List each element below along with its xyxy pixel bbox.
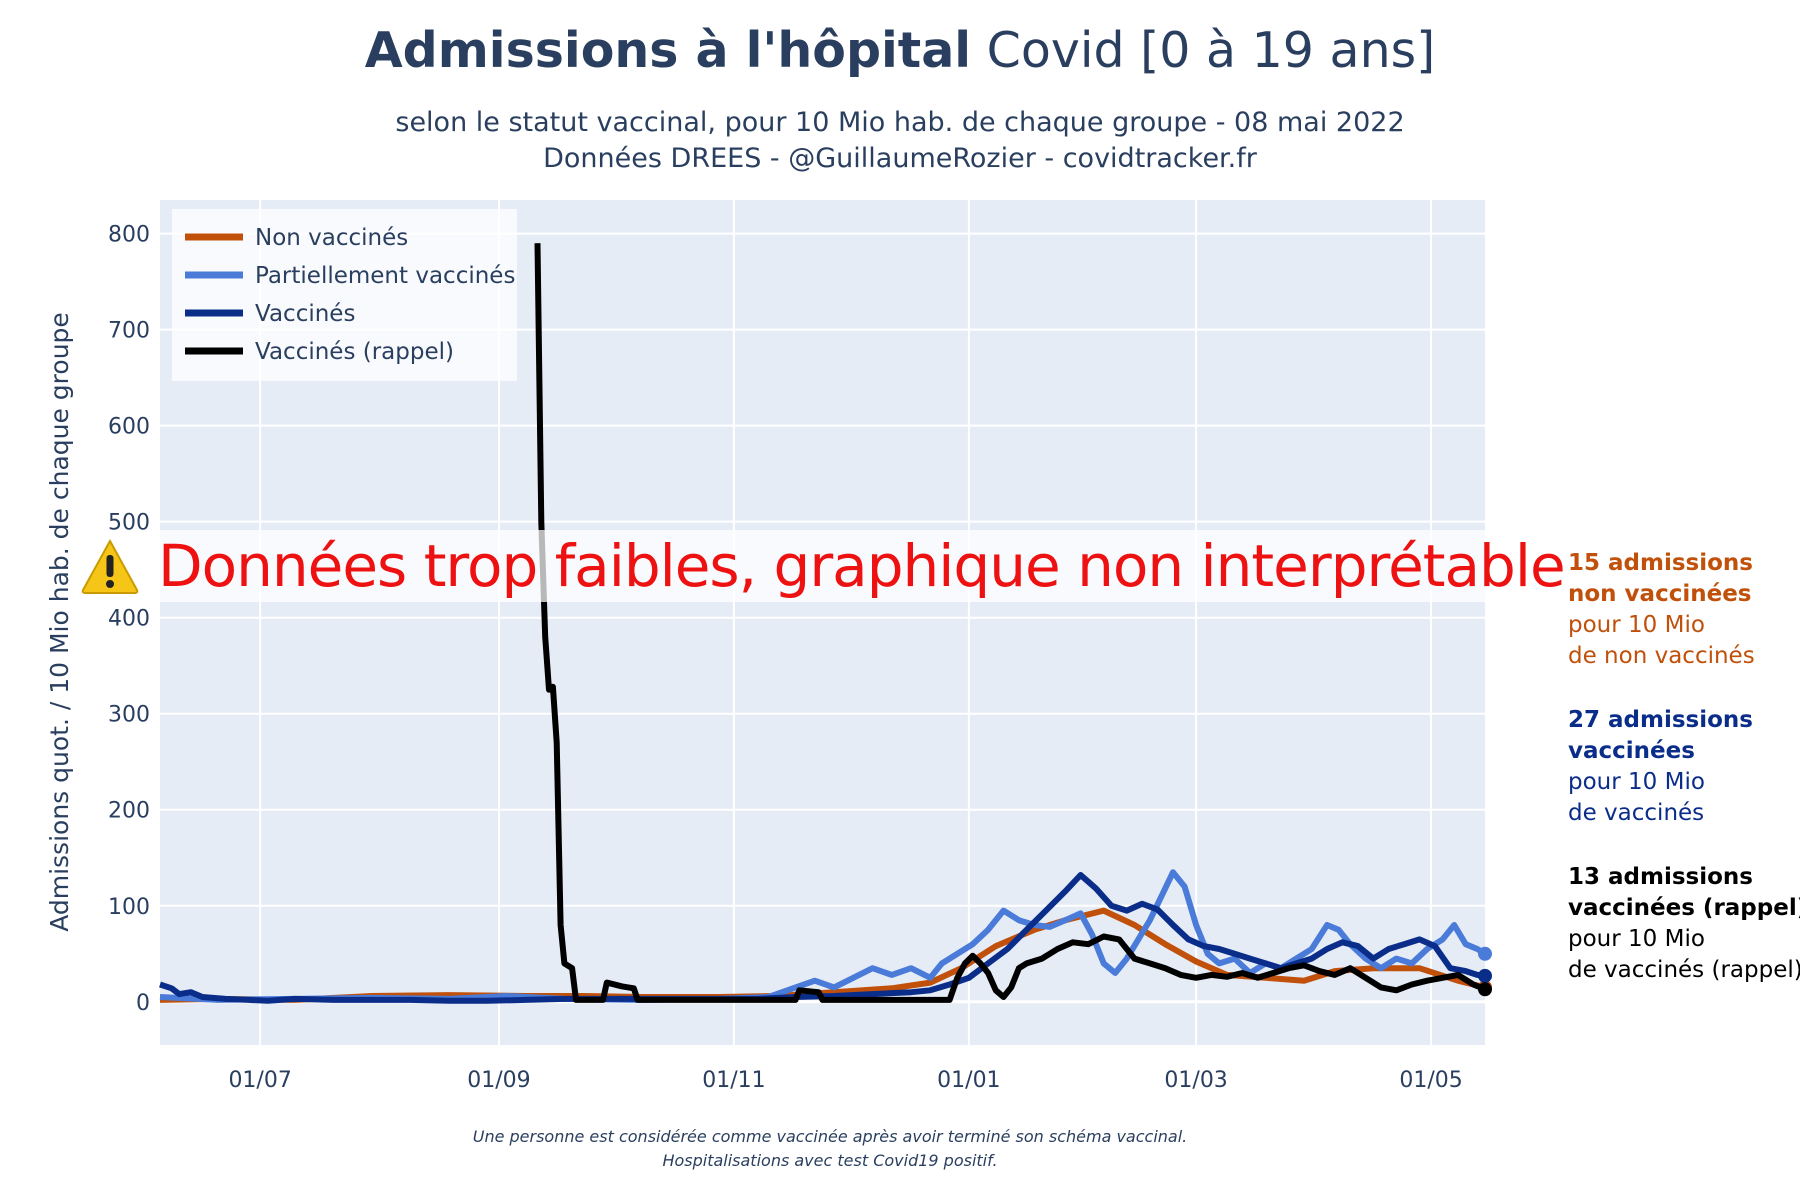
annotation-rate: pour 10 Mio [1568,769,1705,795]
y-tick-label: 200 [108,799,150,824]
y-axis-label: Admissions quot. / 10 Mio hab. de chaque… [45,312,74,932]
annotation-group: de vaccinés (rappel) [1568,957,1800,983]
annotation-status: non vaccinées [1568,581,1752,607]
warning-icon [81,538,139,594]
annotation-status: vaccinées (rappel) [1568,895,1800,921]
x-tick-label: 01/01 [937,1068,1000,1093]
y-tick-label: 300 [108,703,150,728]
series-endpoint [1478,946,1492,961]
chart-title: Admissions à l'hôpital Covid [0 à 19 ans… [0,22,1800,79]
x-tick-label: 01/05 [1399,1068,1462,1093]
series-endpoint [1478,982,1492,997]
warning-banner: Données trop faibles, graphique non inte… [80,530,1566,602]
footnote: Une personne est considérée comme vaccin… [0,1125,1660,1173]
annotation-rate: pour 10 Mio [1568,612,1705,638]
chart-source: Données DREES - @GuillaumeRozier - covid… [543,143,1257,174]
series-line [534,243,1487,1003]
annotation-rate: pour 10 Mio [1568,926,1705,952]
chart-title-bold: Admissions à l'hôpital [364,22,972,79]
x-tick-label: 01/09 [467,1068,530,1093]
footnote-line-2: Hospitalisations avec test Covid19 posit… [662,1151,998,1170]
legend: Non vaccinés Partiellement vaccinés Vaccin… [172,209,517,381]
legend-label: Non vaccinés [255,225,408,251]
y-tick-label: 0 [136,991,150,1016]
series-layer [159,243,1492,1004]
warning-text: Données trop faibles, graphique non inte… [158,532,1566,600]
y-tick-label: 600 [108,415,150,440]
x-tick-label: 01/03 [1164,1068,1227,1093]
annotation-group: de non vaccinés [1568,643,1755,669]
legend-label: Vaccinés [255,301,355,327]
annotation-vaccines: 27 admissions vaccinées pour 10 Mio de v… [1568,705,1753,829]
annotation-count: 15 admissions [1568,550,1753,576]
x-tick-label: 01/11 [702,1068,765,1093]
y-tick-label: 100 [108,895,150,920]
series-line [159,872,1486,1004]
series-line [159,869,1487,1003]
annotation-group: de vaccinés [1568,800,1705,826]
annotation-non-vaccines: 15 admissions non vaccinées pour 10 Mio … [1568,548,1755,672]
chart-title-rest: Covid [0 à 19 ans] [971,22,1436,79]
chart-subtitle: selon le statut vaccinal, pour 10 Mio ha… [395,107,1405,138]
y-tick-label: 400 [108,607,150,632]
legend-label: Vaccinés (rappel) [255,339,454,365]
y-tick-label: 800 [108,223,150,248]
annotation-count: 13 admissions [1568,864,1753,890]
footnote-line-1: Une personne est considérée comme vaccin… [472,1127,1188,1146]
annotation-count: 27 admissions [1568,707,1753,733]
grid-layer [160,200,1485,1045]
y-tick-label: 700 [108,319,150,344]
series-endpoint [1478,968,1492,983]
legend-label: Partiellement vaccinés [255,263,515,289]
annotation-status: vaccinées [1568,738,1695,764]
annotation-vaccines-rappel: 13 admissions vaccinées (rappel) pour 10… [1568,862,1800,986]
x-tick-label: 01/07 [228,1068,291,1093]
